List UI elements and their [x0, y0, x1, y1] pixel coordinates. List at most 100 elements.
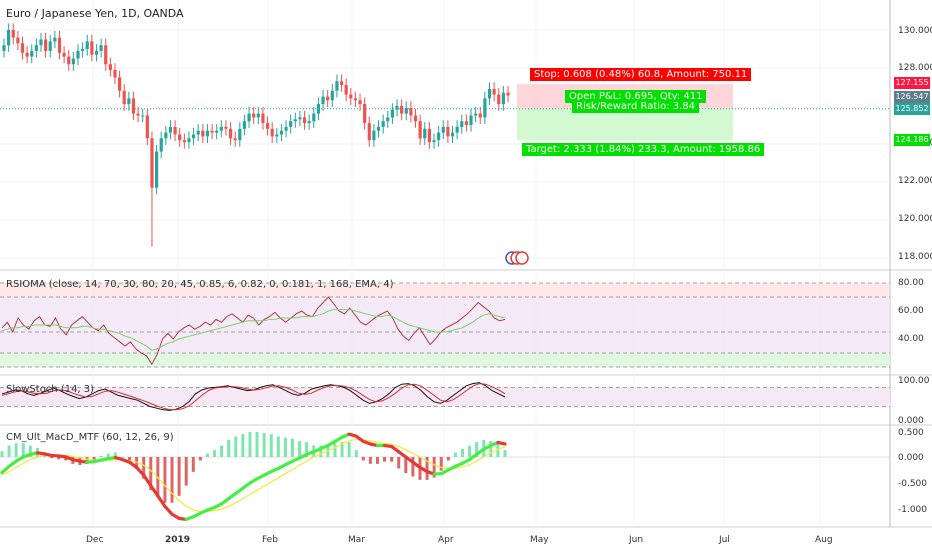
candle-body [201, 130, 205, 137]
price-axis-label: 122.000 [898, 176, 932, 186]
candle-body [215, 130, 219, 133]
macd-histogram-bar [149, 457, 153, 491]
candle-body [404, 107, 408, 114]
candle-body [164, 132, 168, 139]
candle-body [460, 121, 464, 127]
candle-body [81, 49, 85, 51]
candle-body [372, 130, 376, 141]
candle-body [353, 98, 358, 101]
candle-body [302, 117, 307, 124]
candle-body [376, 126, 381, 131]
macd-histogram-bar [290, 438, 294, 457]
candle-body [275, 134, 279, 137]
risk-reward-label: Risk/Reward Ratio: 3.84 [572, 100, 700, 113]
candle-body [228, 128, 233, 139]
macd-histogram-bar [468, 445, 472, 457]
candle-body [506, 92, 510, 96]
macd-histogram-bar [411, 457, 415, 477]
stoch-pane-title: SlowStoch (14, 3) [6, 384, 95, 395]
candle-body [252, 113, 256, 118]
entry-price-tag: 125.852 [894, 103, 930, 115]
macd-histogram-bar [92, 457, 96, 461]
candle-body [210, 130, 214, 133]
macd-axis-label: -1.000 [898, 505, 928, 515]
macd-histogram-bar [262, 432, 266, 457]
macd-histogram-bar [319, 445, 323, 457]
macd-histogram-bar [0, 451, 4, 457]
macd-histogram-bar [177, 457, 181, 496]
candle-body [312, 113, 316, 122]
candle-body [67, 56, 71, 65]
candle-body [344, 85, 348, 95]
candle-body [474, 113, 478, 116]
candle-body [326, 96, 330, 101]
stoch-d-line [1, 383, 506, 411]
rsi-ma-line [1, 309, 506, 351]
macd-histogram-bar [120, 457, 124, 458]
candle-body [238, 128, 242, 141]
stoch-axis-label: 0.000 [898, 416, 924, 426]
candle-body [321, 96, 325, 105]
macd-histogram-bar [220, 445, 224, 457]
macd-histogram-bar [128, 457, 132, 461]
macd-histogram-bar [432, 457, 436, 478]
candle-body [145, 115, 149, 139]
price-axis-label: 120.000 [898, 214, 932, 224]
candle-body [71, 58, 75, 65]
target-zone [517, 108, 733, 141]
candle-body [99, 45, 103, 51]
candle-body [141, 115, 145, 117]
candle-body [131, 98, 136, 114]
candle-body [400, 106, 404, 114]
macd-histogram-bar [241, 434, 245, 457]
candle-body [413, 115, 418, 122]
macd-line-segment [135, 465, 146, 477]
macd-line-segment [142, 473, 153, 488]
candle-body [270, 128, 274, 137]
time-axis-label: Jul [719, 535, 730, 545]
macd-histogram-bar [191, 457, 195, 472]
candle-body [289, 121, 293, 127]
macd-histogram-bar [503, 450, 507, 457]
macd-histogram-bar [354, 450, 358, 457]
macd-histogram-bar [333, 443, 337, 457]
candle-body [191, 134, 196, 139]
candle-body [501, 92, 505, 105]
macd-histogram-bar [142, 457, 146, 479]
macd-histogram-bar [21, 443, 25, 457]
candle-body [307, 121, 311, 124]
time-axis-label: Jun [629, 535, 644, 545]
candle-body [363, 104, 367, 124]
candle-body [386, 117, 390, 122]
event-marker-icon [515, 251, 529, 265]
macd-histogram-bar [170, 457, 174, 503]
candle-body [127, 98, 131, 105]
candle-body [390, 109, 395, 118]
candle-body [168, 126, 173, 133]
macd-histogram-bar [57, 457, 61, 460]
candle-body [7, 30, 11, 46]
candle-body [104, 45, 108, 65]
candle-body [113, 69, 117, 78]
candle-body [487, 88, 492, 99]
candle-body [48, 41, 52, 51]
macd-histogram-bar [198, 457, 202, 461]
candle-body [117, 77, 122, 91]
stop-label[interactable]: Stop: 0.608 (0.48%) 60.8, Amount: 750.11 [530, 68, 752, 81]
target-label[interactable]: Target: 2.333 (1.84%) 233.3, Amount: 195… [522, 143, 765, 156]
macd-histogram-bar [446, 457, 450, 461]
rsi-line [1, 296, 506, 366]
stop-price-tag: 127.155 [894, 77, 930, 89]
macd-histogram-bar [368, 457, 372, 464]
macd-axis-label: 0.500 [898, 428, 924, 438]
macd-signal-line [1, 438, 506, 513]
macd-histogram-bar [184, 457, 188, 486]
candle-body [85, 41, 89, 49]
macd-histogram-bar [460, 448, 464, 457]
candle-body [76, 50, 80, 59]
last-price-tag: 126.547 [894, 91, 930, 103]
candle-body [122, 90, 126, 105]
candle-body [11, 30, 15, 38]
macd-histogram-bar [425, 457, 429, 480]
